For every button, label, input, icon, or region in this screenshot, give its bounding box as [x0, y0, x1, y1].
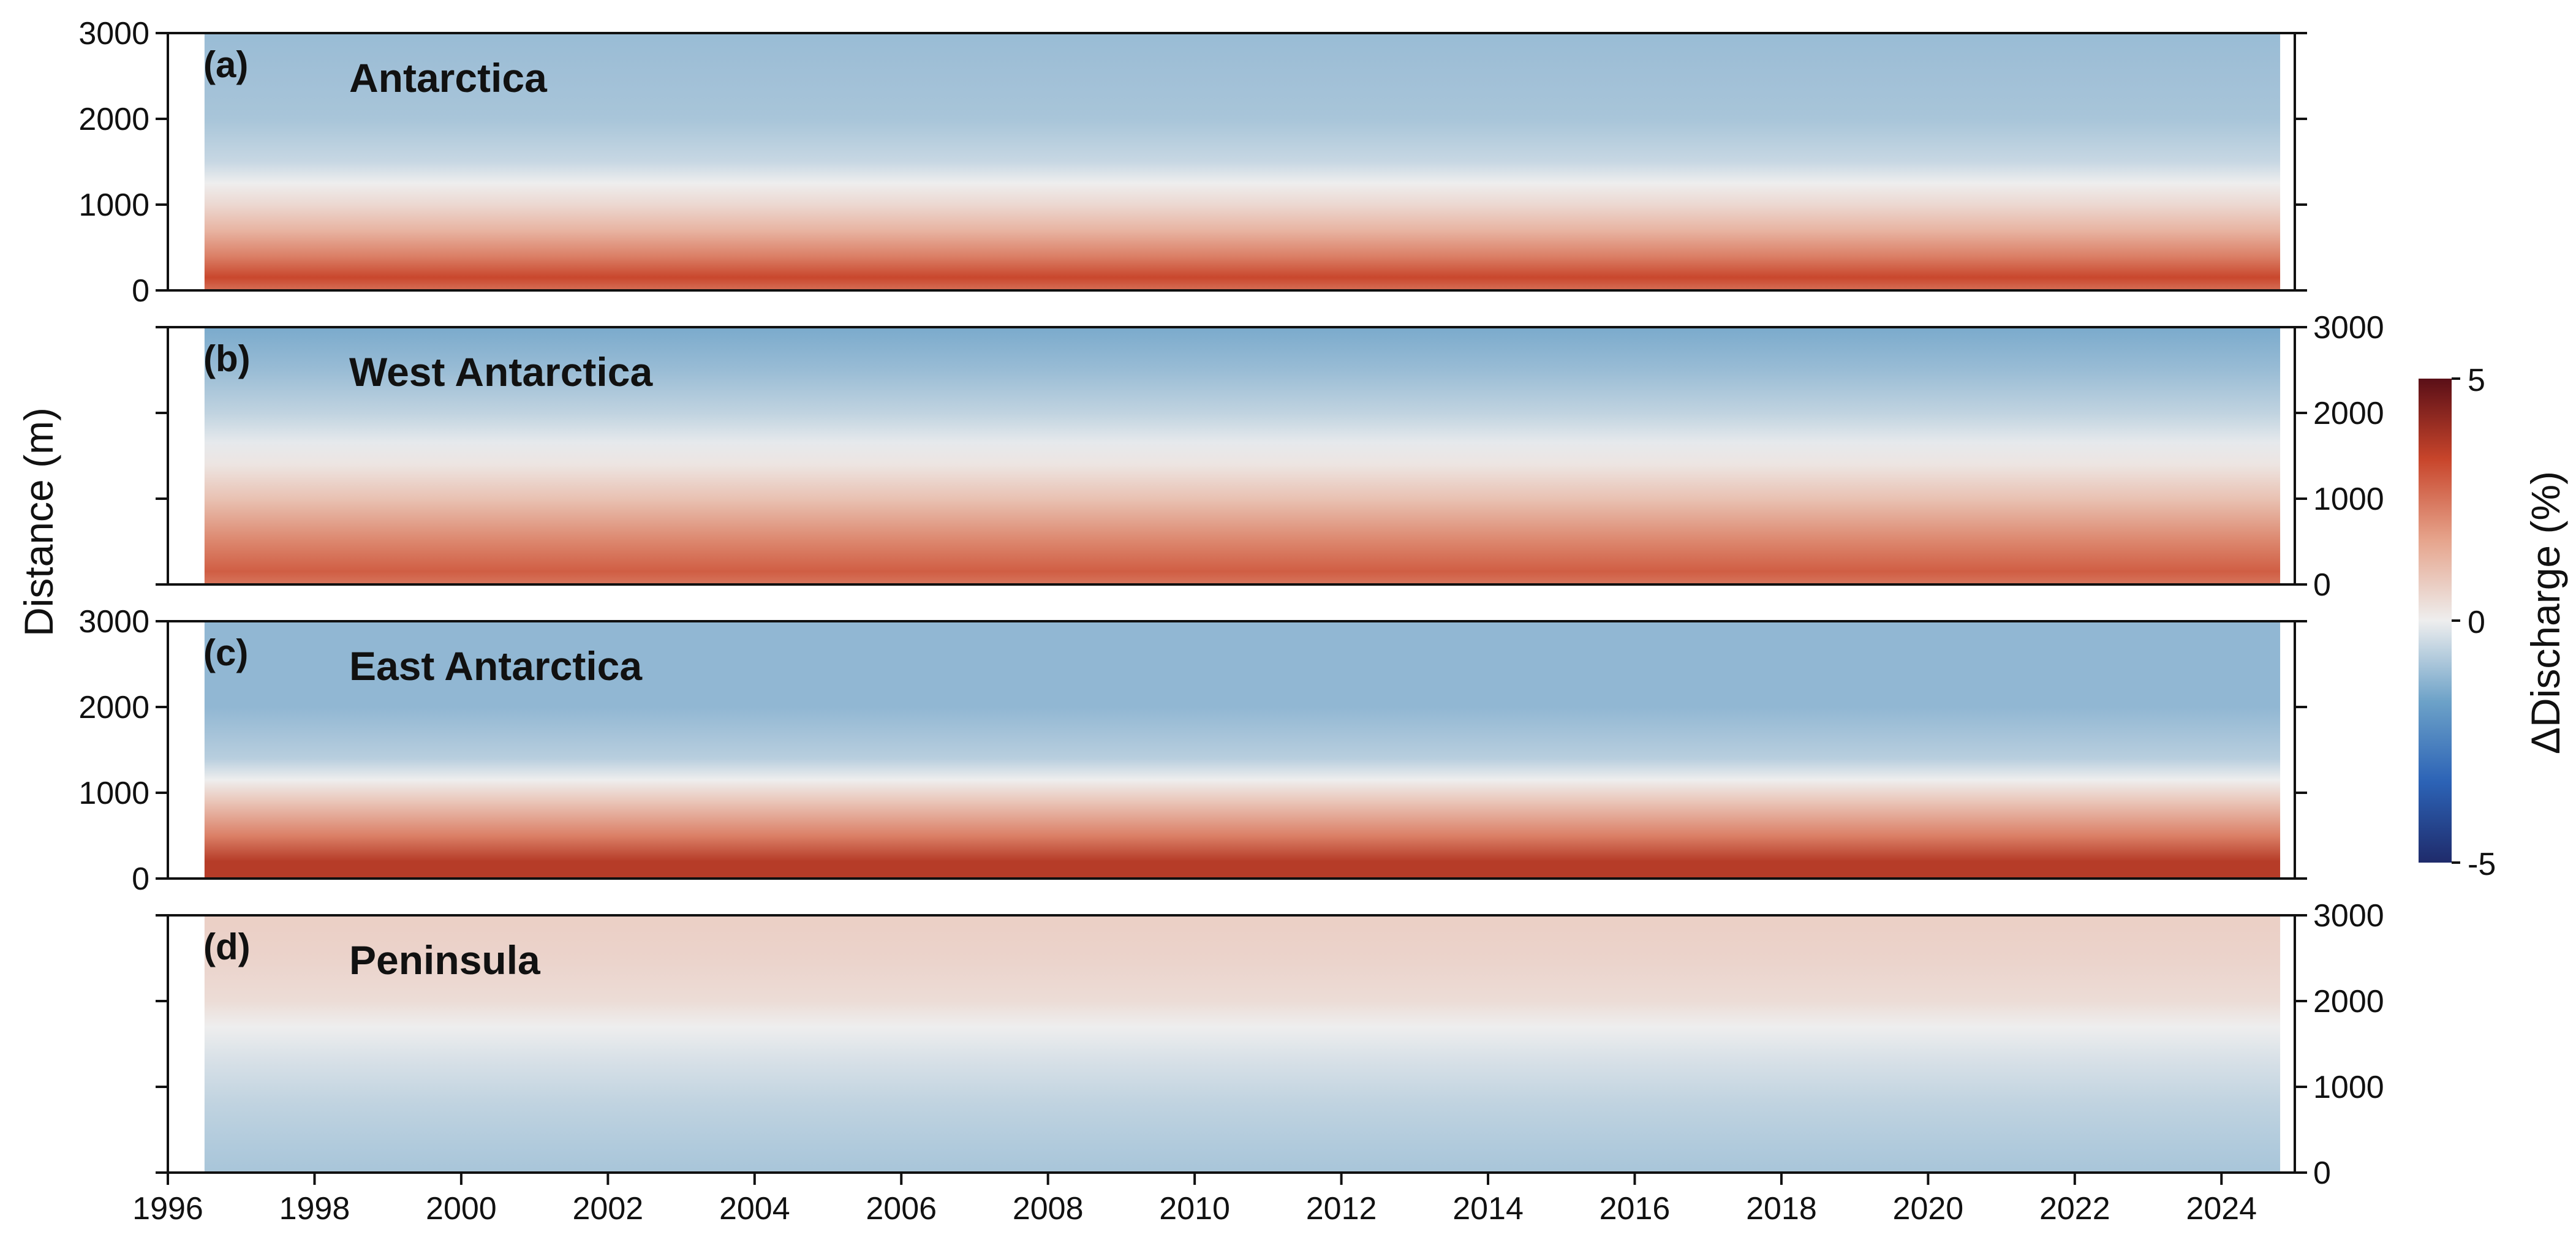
colorbar-label: ΔDischarge (%) — [2523, 471, 2568, 754]
y-tick-label: 1000 — [78, 187, 149, 223]
x-tick-label: 2020 — [1893, 1191, 1964, 1227]
y-tick-label: 0 — [2313, 567, 2331, 603]
colorbar-tick-label: -5 — [2468, 847, 2496, 882]
x-tick-label: 2012 — [1306, 1191, 1377, 1227]
panel-tag: (b) — [203, 338, 251, 379]
x-tick-label: 2008 — [1013, 1191, 1084, 1227]
y-axis-ticks: 0 1000 2000 3000 — [156, 310, 2384, 603]
x-tick-label: 2006 — [866, 1191, 937, 1227]
y-tick-label: 1000 — [2313, 1070, 2384, 1105]
panel-frame — [167, 32, 2296, 292]
x-tick-label: 2004 — [719, 1191, 790, 1227]
y-tick-label: 2000 — [78, 690, 149, 725]
y-axis-ticks: 0 1000 2000 3000 — [78, 604, 2307, 897]
x-tick-label: 2024 — [2186, 1191, 2257, 1227]
y-tick-label: 2000 — [2313, 396, 2384, 431]
y-tick-label: 1000 — [2313, 482, 2384, 517]
x-tick-label: 1996 — [132, 1191, 203, 1227]
panel-east-antarctica: (c) East Antarctica 0 1000 2000 3000 — [78, 604, 2307, 897]
y-tick-label: 2000 — [78, 102, 149, 137]
x-tick-label: 2002 — [573, 1191, 644, 1227]
panel-antarctica: (a) Antarctica 0 1000 2000 3000 — [78, 16, 2307, 309]
panel-title: East Antarctica — [349, 643, 643, 689]
y-axis-title: Distance (m) — [16, 407, 61, 637]
y-tick-label: 2000 — [2313, 984, 2384, 1019]
x-tick-label: 2018 — [1746, 1191, 1817, 1227]
y-tick-label: 3000 — [78, 604, 149, 640]
x-tick-label: 2016 — [1600, 1191, 1671, 1227]
panel-tag: (a) — [203, 44, 248, 85]
heatmap-east-antarctica — [204, 621, 2281, 879]
y-tick-label: 0 — [132, 273, 149, 309]
x-tick-label: 2022 — [2039, 1191, 2110, 1227]
panel-frame — [167, 914, 2296, 1174]
heatmap-west-antarctica — [204, 327, 2281, 584]
x-tick-label: 2014 — [1452, 1191, 1524, 1227]
colorbar-gradient — [2419, 379, 2452, 863]
x-tick-label: 2000 — [426, 1191, 497, 1227]
panel-peninsula: (d) Peninsula 0 1000 2000 3000 — [156, 898, 2384, 1191]
colorbar-tick-label: 0 — [2468, 605, 2485, 640]
y-tick-label: 0 — [132, 861, 149, 897]
y-tick-label: 3000 — [2313, 898, 2384, 934]
panel-title: West Antarctica — [349, 349, 653, 395]
x-axis-ticks: 1996 1998 2000 2002 2004 2006 2008 2010 2012 2014… — [132, 1173, 2257, 1227]
y-axis-ticks: 0 1000 2000 3000 — [78, 16, 2307, 309]
panel-frame — [167, 620, 2296, 880]
y-axis-ticks: 0 1000 2000 3000 — [156, 898, 2384, 1191]
panel-title: Antarctica — [349, 55, 548, 100]
x-tick-label: 2010 — [1159, 1191, 1230, 1227]
panel-west-antarctica: (b) West Antarctica 0 1000 2000 3000 — [156, 310, 2384, 603]
colorbar-ticks: 5 0 -5 — [2452, 363, 2496, 882]
colorbar-tick-label: 5 — [2468, 363, 2485, 398]
y-tick-label: 3000 — [2313, 310, 2384, 346]
y-tick-label: 1000 — [78, 776, 149, 811]
y-tick-label: 3000 — [78, 16, 149, 51]
panel-frame — [167, 326, 2296, 586]
x-tick-label: 1998 — [279, 1191, 350, 1227]
colorbar: 5 0 -5 ΔDischarge (%) — [2419, 363, 2568, 882]
panel-tag: (d) — [203, 926, 251, 967]
panel-tag: (c) — [203, 632, 248, 673]
heatmap-antarctica — [204, 33, 2281, 290]
panel-title: Peninsula — [349, 937, 541, 983]
heatmap-peninsula — [204, 915, 2281, 1173]
y-tick-label: 0 — [2313, 1155, 2331, 1191]
